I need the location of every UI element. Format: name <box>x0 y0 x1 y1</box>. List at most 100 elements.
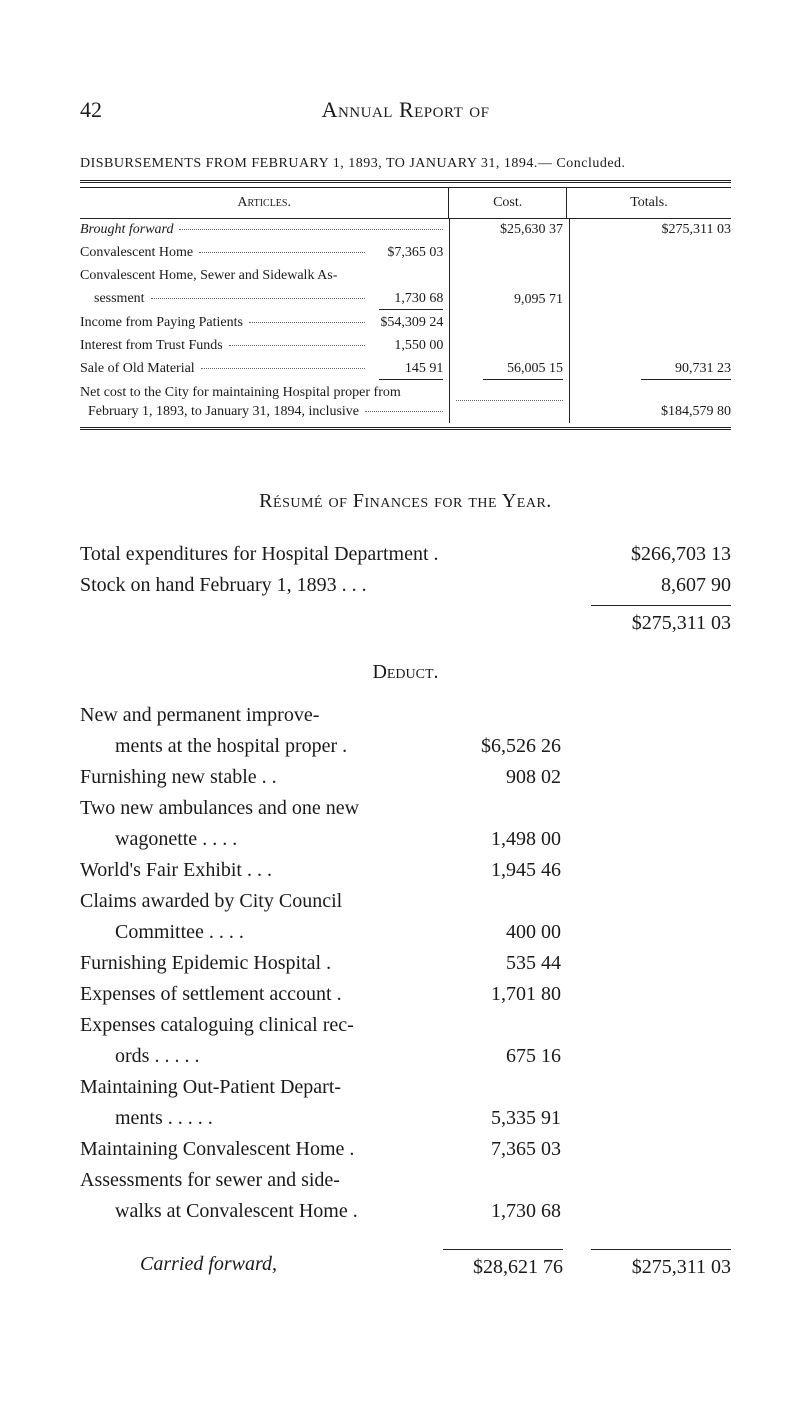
deduct-row: wagonette . . . .1,498 00 <box>80 824 561 855</box>
deduct-amount: 1,945 46 <box>441 855 561 886</box>
ledger-table: Articles. Cost. Totals. Brought forward … <box>80 187 731 424</box>
article-line: Convalescent Home, Sewer and Sidewalk As… <box>80 267 443 286</box>
deduct-list: New and permanent improve-ments at the h… <box>80 700 561 1227</box>
resume-sum: $275,311 03 <box>581 608 731 639</box>
divider <box>379 309 443 310</box>
deduct-label: Two new ambulances and one new <box>80 793 431 824</box>
table-header-row: Articles. Cost. Totals. <box>80 187 731 220</box>
resume-row: Stock on hand February 1, 1893 . . . 8,6… <box>80 570 731 601</box>
deduct-label: Furnishing Epidemic Hospital . <box>80 948 431 979</box>
table-row: Brought forward $25,630 37 $275,311 03 <box>80 219 731 242</box>
leader-dots <box>179 229 443 230</box>
article-label: Convalescent Home <box>80 244 193 263</box>
deduct-row: walks at Convalescent Home .1,730 68 <box>80 1196 561 1227</box>
net-cost-line2: February 1, 1893, to January 31, 1894, i… <box>88 403 359 422</box>
carried-forward-label: Carried forward, <box>80 1249 277 1283</box>
article-label: Convalescent Home, Sewer and Sidewalk As… <box>80 267 337 286</box>
carried-forward-col2: $275,311 03 <box>591 1249 731 1283</box>
deduct-row: Furnishing Epidemic Hospital . 535 44 <box>80 948 561 979</box>
deduct-amount: 400 00 <box>441 917 561 948</box>
deduct-row: Assessments for sewer and side- <box>80 1165 561 1196</box>
deduct-amount: 1,498 00 <box>441 824 561 855</box>
brought-forward-label: Brought forward <box>80 221 173 240</box>
deduct-amount: 535 44 <box>441 948 561 979</box>
table-row: Convalescent Home $7,365 03 <box>80 242 731 265</box>
leader-dots <box>365 411 443 412</box>
table-row: Convalescent Home, Sewer and Sidewalk As… <box>80 265 731 288</box>
deduct-label: Maintaining Convalescent Home . <box>80 1134 431 1165</box>
article-line: sessment 1,730 68 <box>80 290 443 309</box>
deduct-label: World's Fair Exhibit . . . <box>80 855 431 886</box>
article-line: February 1, 1893, to January 31, 1894, i… <box>80 403 443 422</box>
deduct-amount: 1,701 80 <box>441 979 561 1010</box>
table-row: Interest from Trust Funds 1,550 00 <box>80 335 731 358</box>
article-amount: 1,730 68 <box>371 290 443 309</box>
table-row: Income from Paying Patients $54,309 24 <box>80 312 731 335</box>
resume-amount: 8,607 90 <box>581 570 731 601</box>
divider <box>641 379 731 380</box>
deduct-amount: 7,365 03 <box>441 1134 561 1165</box>
carried-forward-row: Carried forward, $28,621 76 $275,311 03 <box>80 1249 731 1283</box>
article-label: Interest from Trust Funds <box>80 337 223 356</box>
leader-dots <box>229 345 366 346</box>
article-amount: $7,365 03 <box>371 244 443 263</box>
article-label: sessment <box>94 290 145 309</box>
resume-label: Total expenditures for Hospital Departme… <box>80 539 439 570</box>
article-amount: 1,550 00 <box>371 337 443 356</box>
deduct-row: Maintaining Out-Patient Depart- <box>80 1072 561 1103</box>
leader-dots <box>199 252 365 253</box>
deduct-amount: 5,335 91 <box>441 1103 561 1134</box>
deduct-amount: $6,526 26 <box>441 731 561 762</box>
leader-dots <box>151 298 366 299</box>
deduct-label: Furnishing new stable . . <box>80 762 431 793</box>
deduct-row: New and permanent improve- <box>80 700 561 731</box>
page-number: 42 <box>80 95 102 125</box>
article-line: Income from Paying Patients $54,309 24 <box>80 314 443 333</box>
deduct-row: Claims awarded by City Council <box>80 886 561 917</box>
leader-dots <box>201 368 366 369</box>
resume-sum-row: $275,311 03 <box>80 608 731 639</box>
deduct-label: ords . . . . . <box>80 1041 431 1072</box>
col-header-cost: Cost. <box>448 187 567 220</box>
resume-row: Total expenditures for Hospital Departme… <box>80 539 731 570</box>
table-row: sessment 1,730 68 9,095 71 <box>80 288 731 312</box>
deduct-label: Expenses of settlement account . <box>80 979 431 1010</box>
table-row: Net cost to the City for maintaining Hos… <box>80 382 731 424</box>
deduct-amount: 675 16 <box>441 1041 561 1072</box>
cost-cell: 56,005 15 <box>507 360 563 379</box>
deduct-label: ments . . . . . <box>80 1103 431 1134</box>
totals-cell: $184,579 80 <box>570 382 731 424</box>
deduct-label: New and permanent improve- <box>80 700 431 731</box>
deduct-label: walks at Convalescent Home . <box>80 1196 431 1227</box>
divider <box>591 605 731 606</box>
deduct-label: Claims awarded by City Council <box>80 886 431 917</box>
deduct-title: Deduct. <box>80 659 731 686</box>
resume-title: Résumé of Finances for the Year. <box>80 488 731 515</box>
article-label: Sale of Old Material <box>80 360 195 379</box>
deduct-row: ords . . . . . 675 16 <box>80 1041 561 1072</box>
deduct-row: ments at the hospital proper . $6,526 26 <box>80 731 561 762</box>
net-cost-line1: Net cost to the City for maintaining Hos… <box>80 384 443 403</box>
article-label: Income from Paying Patients <box>80 314 243 333</box>
leader-dots <box>249 322 365 323</box>
article-line: Interest from Trust Funds 1,550 00 <box>80 337 443 356</box>
table-row: Sale of Old Material 145 91 56,005 15 90… <box>80 358 731 382</box>
article-amount: 145 91 <box>371 360 443 379</box>
deduct-row: Furnishing new stable . .908 02 <box>80 762 561 793</box>
deduct-row: Maintaining Convalescent Home . 7,365 03 <box>80 1134 561 1165</box>
carried-forward-col1: $28,621 76 <box>443 1249 563 1283</box>
resume-amount: $266,703 13 <box>581 539 731 570</box>
col-header-totals: Totals. <box>567 187 731 220</box>
cost-cell: 9,095 71 <box>449 288 570 312</box>
totals-cell: $275,311 03 <box>570 219 731 242</box>
deduct-row: Expenses cataloguing clinical rec- <box>80 1010 561 1041</box>
table-caption: DISBURSEMENTS FROM FEBRUARY 1, 1893, TO … <box>80 155 731 174</box>
deduct-row: Two new ambulances and one new <box>80 793 561 824</box>
divider <box>483 379 563 380</box>
deduct-row: ments . . . . . 5,335 91 <box>80 1103 561 1134</box>
deduct-label: ments at the hospital proper . <box>80 731 431 762</box>
divider <box>80 180 731 183</box>
divider <box>379 379 443 380</box>
resume-block: Total expenditures for Hospital Departme… <box>80 539 731 639</box>
deduct-label: Maintaining Out-Patient Depart- <box>80 1072 431 1103</box>
